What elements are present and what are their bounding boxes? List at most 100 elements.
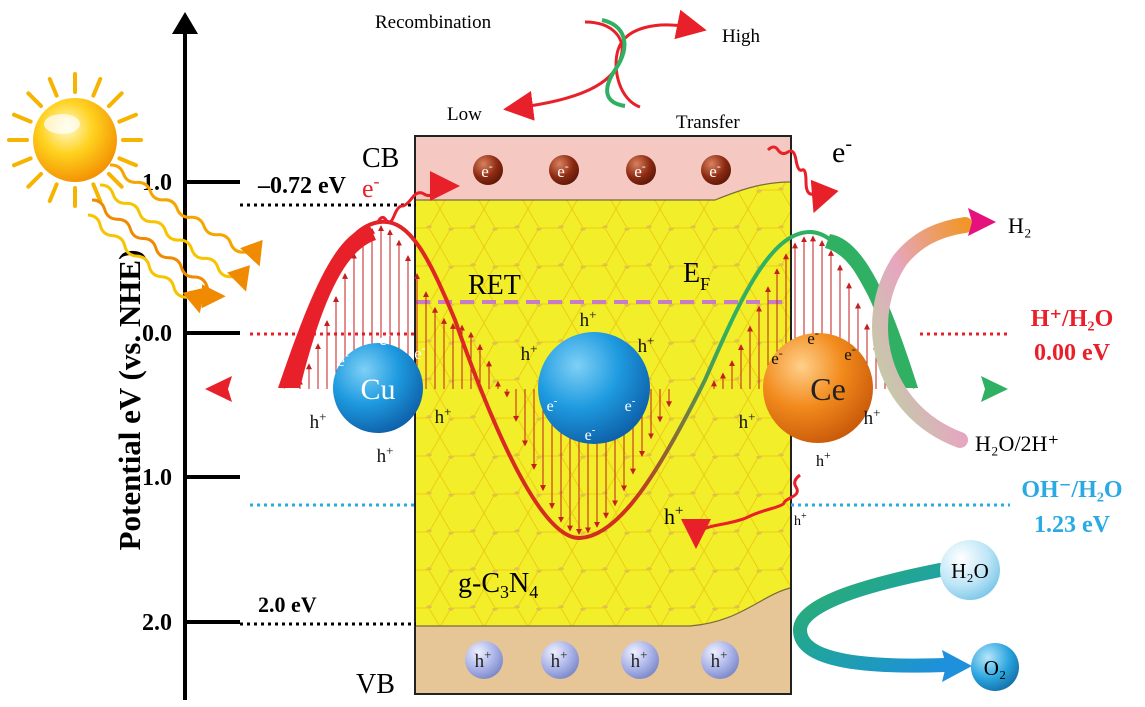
h2o-label: H₂O [951, 559, 989, 583]
tick-label: 1.0 [142, 170, 172, 196]
vb-hole: h+ [701, 641, 739, 679]
sun-icon [7, 72, 143, 208]
cu-nanoparticle: Cu [333, 343, 423, 433]
hole-label: h+ [521, 341, 538, 365]
h2o-2h-label: H₂O/2H⁺ [975, 431, 1059, 456]
conduction-band [416, 137, 790, 200]
ce-nanoparticle: Ce [763, 333, 873, 443]
electron-label: e- [414, 341, 426, 363]
cb-electron: e- [473, 155, 503, 185]
o2-value-label: 1.23 eV [1034, 512, 1111, 538]
material-label: g-C3N4 [458, 568, 538, 602]
vb-hole: h+ [465, 641, 503, 679]
electron-label: e- [807, 326, 819, 348]
wave-left-lobe-edge [278, 226, 376, 388]
electron-label-left: e- [362, 171, 380, 203]
o2-evolution-arrow [792, 563, 972, 682]
sun-ray [26, 91, 44, 109]
cb-electron: e- [549, 155, 579, 185]
svg-text:h+: h+ [711, 647, 728, 672]
hole-label-bottom: h+ [664, 503, 683, 529]
tick-label: 2.0 [142, 610, 172, 636]
hole-label: h+ [864, 405, 881, 429]
cb-electron: e- [701, 155, 731, 185]
h2-couple-label: H⁺/H₂O [1031, 306, 1114, 332]
charge-labels: e-e-e-h+ h+ h+ h+ h+ h+ e-e-e-e-e-e-h+ h+ [310, 307, 881, 467]
svg-text:h+: h+ [475, 647, 492, 672]
sun-ray [117, 156, 138, 168]
electron-label: e- [379, 327, 391, 349]
o2-couple-label: OH⁻/H₂O [1021, 477, 1122, 503]
sun-ray [106, 91, 124, 109]
ce-label: Ce [810, 371, 846, 407]
transfer-label: Transfer [676, 112, 740, 133]
ret-label: RET [468, 270, 521, 301]
hole-label: h+ [435, 404, 452, 428]
electron-label: e- [844, 342, 856, 364]
sun-ray [47, 182, 59, 203]
hole-label: h+ [377, 443, 394, 467]
svg-text:e-: e- [481, 159, 493, 181]
h2-product-label: H₂ [1008, 213, 1032, 238]
svg-text:e-: e- [634, 159, 646, 181]
cb-electron: e- [626, 155, 656, 185]
reference-levels [240, 203, 1010, 626]
vb-level-label: 2.0 eV [258, 592, 317, 617]
potential-axis: 1.0 0.0 1.0 2.0 Potential eV (vs. NHE) [112, 12, 240, 700]
high-label: High [722, 26, 761, 47]
electron-label-right: e- [832, 133, 852, 169]
hole-label: h+ [310, 409, 327, 433]
sunlight-rays [87, 163, 263, 314]
sun-ray [117, 112, 138, 124]
recombination-transfer-swirl [503, 9, 707, 121]
o2-molecule: O₂ [971, 643, 1019, 691]
sun-ray [12, 112, 33, 124]
sun-ray [26, 171, 44, 189]
sun-ray [106, 171, 124, 189]
hole-label: h+ [638, 333, 655, 357]
hole-label: h+ [580, 307, 597, 331]
electron-label: e- [337, 348, 349, 370]
cb-label: CB [362, 143, 399, 174]
h2-evolution-arrow [872, 208, 996, 448]
tick-label: 0.0 [142, 321, 172, 347]
sun-ray [91, 182, 103, 203]
sun-ray [47, 77, 59, 98]
sun-ray [12, 156, 33, 168]
plasmon-wave [281, 219, 917, 541]
electron-label: e- [625, 395, 636, 415]
low-label: Low [447, 104, 482, 125]
valence-band [416, 588, 790, 693]
cb-electrons: e-e-e-e- [473, 155, 731, 185]
electron-transfer-arrows [376, 145, 839, 549]
hole-label: h+ [739, 409, 756, 433]
recombination-label: Recombination [375, 12, 492, 33]
vb-hole: h+ [621, 641, 659, 679]
h2o-molecule: H₂O [940, 540, 1000, 600]
left-arrowhead [205, 376, 232, 402]
hole-label-tiny: h+ [794, 511, 807, 529]
electron-label: e- [771, 346, 783, 368]
center-nanoparticle [538, 332, 650, 444]
h2-value-label: 0.00 eV [1034, 340, 1111, 366]
hole-label-small: h+ [816, 448, 831, 470]
cb-level-label: –0.72 eV [257, 173, 347, 199]
tick-label: 1.0 [142, 465, 172, 491]
svg-text:e-: e- [557, 159, 569, 181]
vb-holes: h+ h+ h+ h+ [465, 641, 739, 679]
right-arrowhead [981, 376, 1008, 402]
vb-label: VB [356, 669, 395, 700]
svg-text:h+: h+ [631, 647, 648, 672]
electron-label: e- [547, 395, 558, 415]
o2-label: O₂ [984, 656, 1007, 680]
fermi-level-label: EF [683, 258, 710, 294]
wave-right-lobe-edge [825, 234, 918, 388]
svg-text:e-: e- [709, 159, 721, 181]
sun-ray [91, 77, 103, 98]
axis-title: Potential eV (vs. NHE) [112, 250, 147, 551]
svg-text:h+: h+ [551, 647, 568, 672]
cu-label: Cu [360, 373, 395, 406]
axis-arrowhead [172, 12, 198, 34]
electron-label: e- [585, 424, 596, 444]
